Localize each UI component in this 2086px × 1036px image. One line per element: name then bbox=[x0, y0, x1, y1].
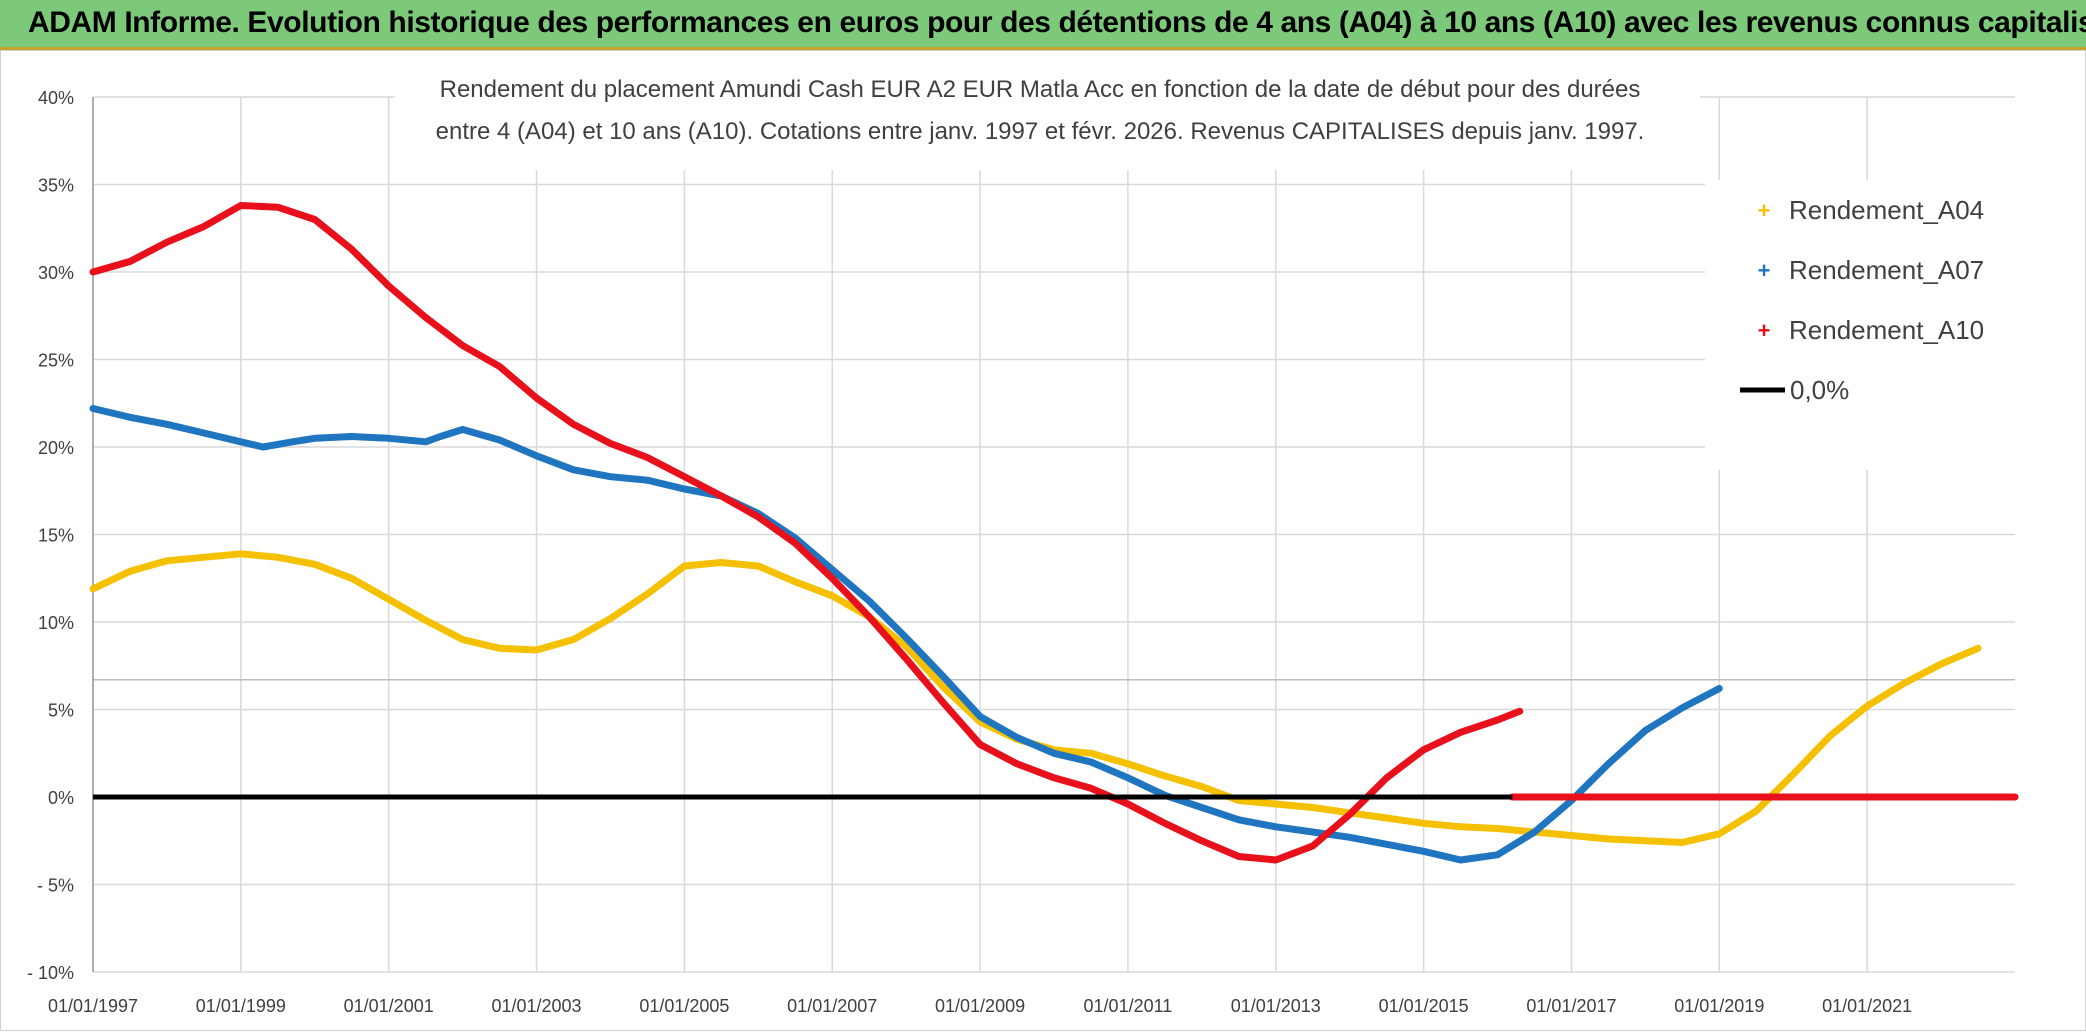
x-axis-ticks: 01/01/1997 01/01/1999 01/01/2001 01/01/2003… bbox=[48, 996, 1912, 1016]
legend-marker: + bbox=[1758, 258, 1771, 283]
y-tick-label: 0% bbox=[48, 788, 74, 808]
y-tick-label: 20% bbox=[38, 438, 74, 458]
chart-title-line1: Rendement du placement Amundi Cash EUR A… bbox=[440, 76, 1641, 103]
x-tick-label: 01/01/2013 bbox=[1231, 996, 1321, 1016]
x-tick-label: 01/01/2005 bbox=[639, 996, 729, 1016]
legend-label: 0,0% bbox=[1790, 375, 1849, 405]
y-tick-label: 30% bbox=[38, 263, 74, 283]
y-tick-label: 40% bbox=[38, 88, 74, 108]
header-banner: ADAM Informe. Evolution historique des p… bbox=[0, 0, 2086, 50]
y-tick-label: 15% bbox=[38, 526, 74, 546]
x-tick-label: 01/01/1999 bbox=[196, 996, 286, 1016]
line-chart: 40% 35% 30% 25% 20% 15% 10% 5% 0% - 5% - 10% 01/01… bbox=[0, 50, 2086, 1031]
legend-label: Rendement_A10 bbox=[1789, 315, 1984, 345]
x-tick-label: 01/01/2021 bbox=[1822, 996, 1912, 1016]
x-tick-label: 01/01/2007 bbox=[787, 996, 877, 1016]
x-tick-label: 01/01/2015 bbox=[1379, 996, 1469, 1016]
y-axis-ticks: 40% 35% 30% 25% 20% 15% 10% 5% 0% - 5% - 10% bbox=[27, 88, 74, 983]
y-tick-label: 5% bbox=[48, 701, 74, 721]
series-line-rendement_a07 bbox=[89, 405, 1723, 864]
legend-marker: + bbox=[1758, 198, 1771, 223]
x-tick-label: 01/01/2017 bbox=[1526, 996, 1616, 1016]
page-title: ADAM Informe. Evolution historique des p… bbox=[28, 6, 2086, 39]
x-tick-label: 01/01/2009 bbox=[935, 996, 1025, 1016]
chart-area: 40% 35% 30% 25% 20% 15% 10% 5% 0% - 5% - 10% 01/01… bbox=[0, 50, 2086, 1031]
legend-label: Rendement_A07 bbox=[1789, 255, 1984, 285]
series-layer bbox=[89, 202, 2019, 864]
legend-marker: + bbox=[1758, 318, 1771, 343]
x-tick-label: 01/01/2019 bbox=[1674, 996, 1764, 1016]
chart-title-line2: entre 4 (A04) et 10 ans (A10). Cotations… bbox=[436, 118, 1645, 145]
x-tick-label: 01/01/2001 bbox=[344, 996, 434, 1016]
y-tick-label: 35% bbox=[38, 176, 74, 196]
chart-title-box: Rendement du placement Amundi Cash EUR A… bbox=[395, 60, 1700, 170]
y-tick-label: 25% bbox=[38, 351, 74, 371]
legend: + Rendement_A04 + Rendement_A07 + Rendement_A… bbox=[1705, 180, 2015, 470]
x-tick-label: 01/01/1997 bbox=[48, 996, 138, 1016]
y-tick-label: - 5% bbox=[37, 876, 74, 896]
x-tick-label: 01/01/2003 bbox=[491, 996, 581, 1016]
y-tick-label: - 10% bbox=[27, 963, 74, 983]
legend-label: Rendement_A04 bbox=[1789, 195, 1984, 225]
x-tick-label: 01/01/2011 bbox=[1084, 996, 1173, 1016]
y-tick-label: 10% bbox=[38, 613, 74, 633]
series-line-rendement_a10 bbox=[89, 202, 1524, 864]
